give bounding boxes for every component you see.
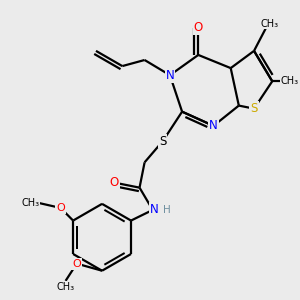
Text: CH₃: CH₃ [280,76,298,86]
Text: CH₃: CH₃ [56,282,75,292]
Text: N: N [209,119,218,132]
Text: O: O [110,176,119,189]
Text: O: O [194,21,203,34]
Text: N: N [150,203,159,216]
Text: N: N [166,69,174,82]
Text: O: O [56,203,65,213]
Text: S: S [159,134,167,148]
Text: CH₃: CH₃ [260,19,278,28]
Text: O: O [72,259,81,269]
Text: H: H [163,205,171,215]
Text: S: S [250,102,258,115]
Text: CH₃: CH₃ [21,198,39,208]
